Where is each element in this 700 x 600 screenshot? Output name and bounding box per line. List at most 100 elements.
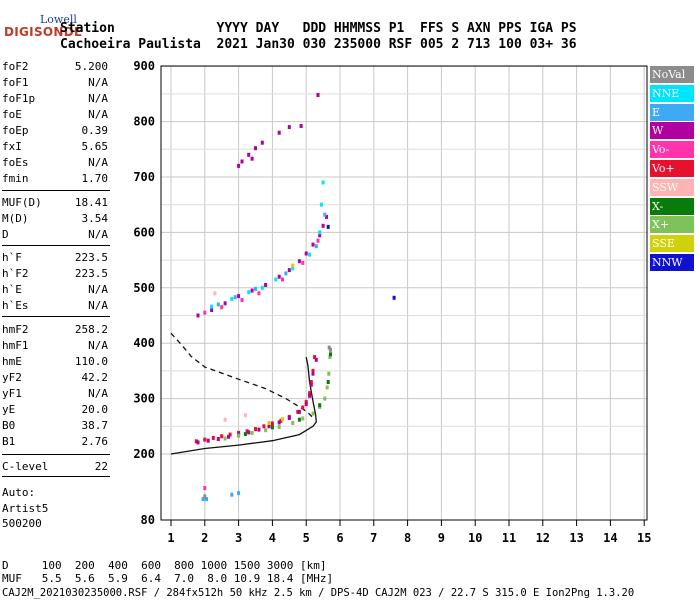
echo-point [304,251,308,256]
echo-point [326,380,330,384]
param-row: yF1 N/A [2,387,108,403]
param-row: fmin 1.70 [2,172,108,188]
param-value: N/A [88,76,108,89]
echo-point [250,288,254,293]
echo-point [281,417,284,422]
echo-point [245,429,249,434]
echo-point [205,497,208,502]
chart-axes: 1 2 3 4 5 6 7 8 9 10 11 12 13 14 158020030040050060070… [133,59,651,545]
param-row: h`Es N/A [2,299,108,315]
echo-point [264,283,268,287]
param-value: 38.7 [81,419,109,432]
echo-point [318,403,322,408]
echo-point [309,382,313,387]
y-tick-label: 600 [133,225,155,239]
x-tick-label: 4 [269,531,276,545]
echo-point [325,214,328,219]
echo-point [223,436,227,441]
legend-item: NNW [650,254,694,271]
echo-point [237,163,241,168]
param-row: foEs N/A [2,156,108,172]
y-tick-label: 300 [133,392,155,406]
echo-point [327,345,331,350]
footer-muf-row: MUF 5.5 5.6 5.9 6.4 7.0 8.0 10.9 18.4 [M… [2,572,334,585]
echo-point [230,492,234,497]
echo-point [323,396,327,401]
plot-frame [160,65,648,521]
param-key: D [2,228,9,241]
echo-point [237,491,241,496]
echo-point [279,418,283,423]
echo-point [254,427,257,432]
echo-point [392,295,396,300]
param-row: D N/A [2,228,108,244]
param-key: hmE [2,355,22,368]
x-tick-label: 13 [569,531,583,545]
echo-point [297,417,301,422]
echo-point [299,124,303,128]
echo-point [291,266,295,271]
echo-point [329,352,332,357]
echo-point [323,212,327,217]
echo-point [254,146,257,151]
echo-point [257,427,261,432]
echo-point [220,434,224,439]
echo-point [210,304,214,309]
x-tick-label: 14 [603,531,617,545]
echo-point [329,347,332,352]
echo-point [301,260,305,265]
param-value: N/A [88,156,108,169]
param-key: yE [2,403,16,416]
echo-point [313,355,317,360]
echo-point [287,268,291,273]
echo-point [309,380,313,384]
echo-point [277,130,281,135]
param-value: N/A [88,339,108,352]
param-key: hmF1 [2,339,29,352]
param-row: yF2 42.2 [2,371,108,387]
param-row: B1 2.76 [2,435,108,451]
param-key: foEp [2,124,29,137]
autoscale-line2: Artist5 [2,502,49,515]
param-key: M(D) [2,212,29,225]
param-value: N/A [88,283,108,296]
echo-point [296,409,300,414]
echo-point [196,440,200,445]
param-row: foF1 N/A [2,76,108,92]
param-key: foF1p [2,92,36,105]
param-value: 110.0 [74,355,108,368]
echo-point [254,286,257,291]
param-value: 223.5 [74,267,108,280]
x-tick-label: 8 [404,531,411,545]
echo-point [230,296,234,301]
x-tick-label: 1 [167,531,174,545]
echo-point [264,428,268,433]
x-tick-label: 6 [336,531,343,545]
echo-point [267,424,271,429]
param-row: C-level 22 [2,460,108,476]
autoscale-line3: 500200 [2,517,42,530]
echo-point [327,371,331,376]
param-row: hmF1 N/A [2,339,108,355]
echo-point [203,310,207,315]
param-value: 20.0 [81,403,109,416]
echo-point [206,438,210,443]
param-key: h`Es [2,299,29,312]
echo-point [297,259,301,264]
param-divider [2,316,110,317]
echo-point [260,285,264,290]
header-line-2: Cachoeira Paulista 2021 Jan30 030 235000… [60,37,577,52]
y-tick-label: 500 [133,281,155,295]
x-tick-label: 12 [536,531,550,545]
param-row: foF2 5.200 [2,60,108,76]
param-key: foEs [2,156,29,169]
param-row: h`F 223.5 [2,251,108,267]
echo-point [240,159,244,164]
echo-point [250,430,254,435]
echo-point [220,305,224,310]
echo-point [291,263,295,268]
param-value: N/A [88,92,108,105]
echo-point [311,368,315,373]
legend-item: Vo+ [650,160,694,177]
param-row: foF1p N/A [2,92,108,108]
